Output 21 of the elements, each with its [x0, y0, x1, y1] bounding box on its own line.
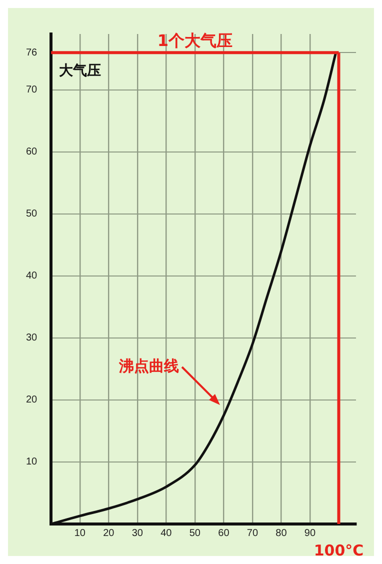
y-tick-label: 50 — [26, 208, 38, 220]
annotation: 沸点曲线 — [118, 357, 180, 376]
y-tick-label: 20 — [26, 394, 38, 406]
x-tick-label: 60 — [218, 528, 230, 539]
y-tick-label: 60 — [26, 146, 38, 158]
y-tick-label: 40 — [26, 270, 38, 282]
x-tick-label: 40 — [160, 528, 172, 539]
x-tick-label: 70 — [246, 528, 258, 539]
x-tick-label: 80 — [276, 528, 288, 539]
x-tick-label: 90 — [304, 528, 316, 539]
y-axis-title: 大气压 — [59, 62, 102, 79]
x-tick-label: 20 — [103, 528, 115, 539]
y-tick-label: 76 — [26, 47, 38, 58]
x-tick-label: 10 — [74, 528, 86, 539]
x-tick-label: 30 — [132, 528, 144, 539]
y-tick-label: 30 — [26, 332, 38, 344]
ref-line-label: 100°C — [314, 541, 364, 560]
y-tick-label: 70 — [26, 84, 38, 96]
x-tick-label: 50 — [189, 528, 201, 539]
y-tick-label: 10 — [26, 456, 38, 468]
ref-line-label: 1个大气压 — [157, 30, 233, 50]
